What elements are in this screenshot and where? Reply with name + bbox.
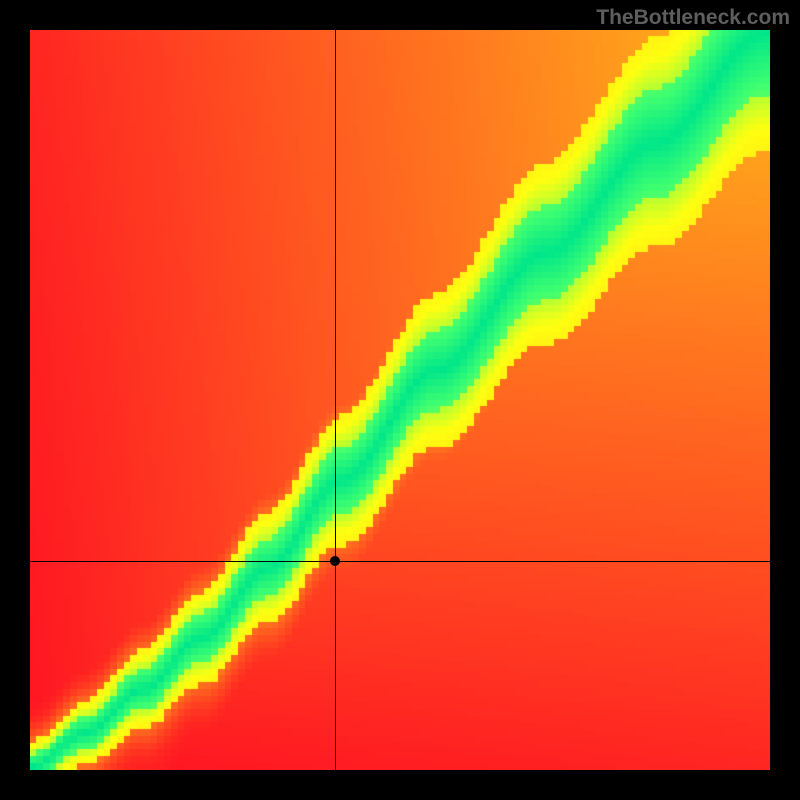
crosshair-vertical	[335, 30, 336, 770]
heatmap-plot	[30, 30, 770, 770]
heatmap-canvas	[30, 30, 770, 770]
crosshair-horizontal	[30, 561, 770, 562]
data-point-marker	[330, 556, 340, 566]
plot-inner	[30, 30, 770, 770]
watermark-text: TheBottleneck.com	[596, 6, 790, 30]
